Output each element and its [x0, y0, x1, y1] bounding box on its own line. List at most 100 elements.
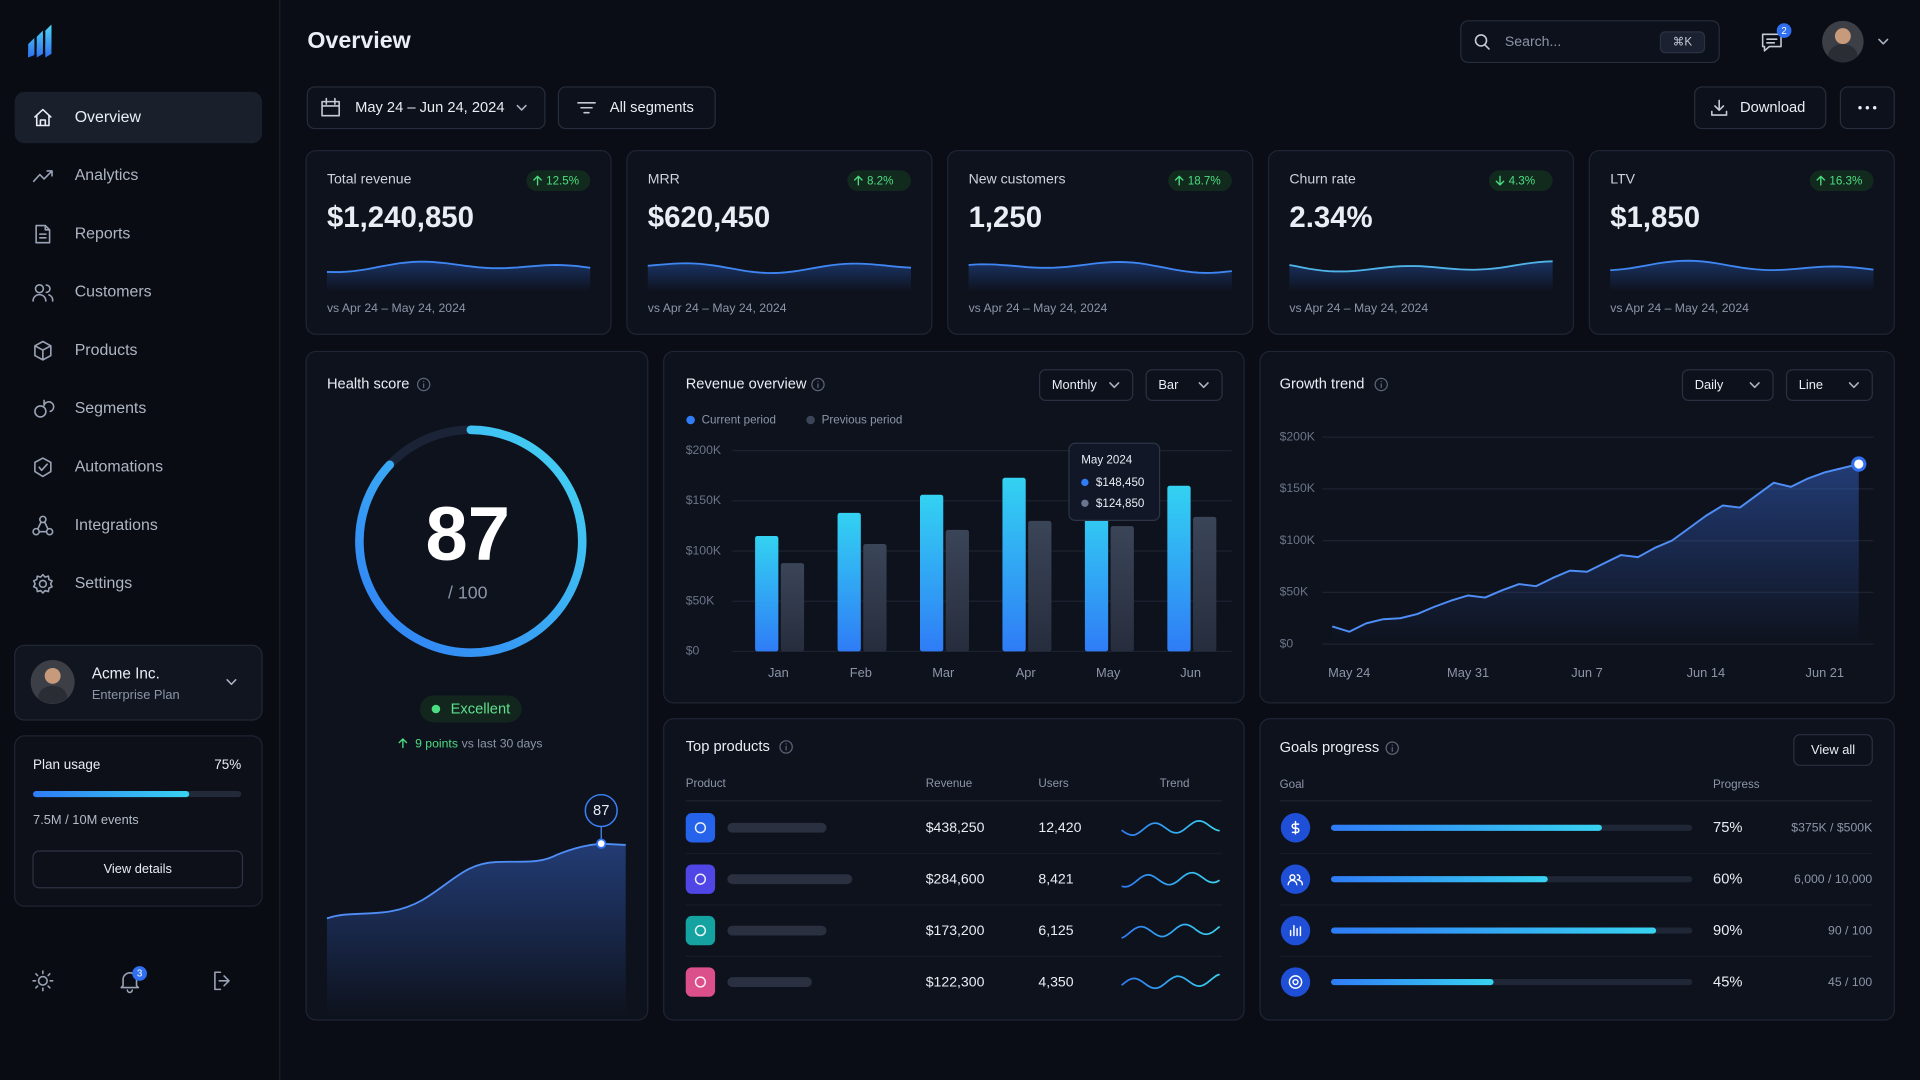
- shortcut-label: ⌘K: [1673, 35, 1693, 48]
- nav-icon: [34, 108, 52, 127]
- sidebar-action[interactable]: [115, 966, 144, 995]
- x-tick-label: Feb: [850, 665, 872, 680]
- health-trend-badge-label: 87: [593, 803, 609, 819]
- tooltip-value: $124,850: [1096, 497, 1145, 510]
- kpi-label: MRR: [648, 171, 680, 187]
- y-tick-label: $0: [1280, 636, 1294, 650]
- usage-card: [14, 735, 263, 907]
- account-plan: Enterprise Plan: [92, 687, 180, 702]
- notification-count: 3: [137, 969, 143, 980]
- health-ring: [355, 425, 587, 657]
- kpi-label: Churn rate: [1289, 171, 1356, 187]
- kpi-comparison: vs Apr 24 – May 24, 2024: [1289, 301, 1428, 315]
- product-icon-glyph: [694, 924, 707, 937]
- goal-progress: 60%: [1713, 872, 1742, 888]
- product-name-placeholder: [727, 874, 853, 885]
- kpi-sparkline: [1610, 259, 1874, 272]
- view-all-label: View all: [1811, 742, 1855, 757]
- dropdown[interactable]: [1038, 369, 1134, 402]
- product-name-placeholder: [727, 977, 812, 987]
- kpi-label: LTV: [1610, 171, 1635, 187]
- usage-percent: 75%: [214, 757, 241, 772]
- segments-button[interactable]: [557, 86, 716, 130]
- health-score: 87: [426, 492, 510, 577]
- health-change-note: vs last 30 days: [462, 737, 543, 751]
- kpi-change-arrow: [1174, 175, 1184, 186]
- nav-label: Customers: [75, 284, 152, 301]
- bar: [780, 563, 805, 652]
- sidebar-action[interactable]: [208, 966, 237, 995]
- view-details-button[interactable]: [32, 850, 244, 889]
- kpi-change-badge: [526, 170, 591, 192]
- calendar-icon: [321, 97, 340, 117]
- column-header: Revenue: [926, 777, 973, 790]
- date-range-label: May 24 – Jun 24, 2024: [355, 100, 504, 116]
- bar: [837, 512, 861, 652]
- page-title: Overview: [307, 27, 411, 53]
- column-header: Goal: [1280, 778, 1305, 791]
- logout-icon: [214, 971, 230, 991]
- y-tick-label: $200K: [1280, 429, 1316, 443]
- search-box[interactable]: [1460, 20, 1720, 64]
- nav-item[interactable]: [15, 325, 262, 376]
- health-change-arrow: [398, 738, 408, 749]
- nav-label: Settings: [75, 575, 133, 592]
- goal-progress: 45%: [1713, 975, 1742, 991]
- nav-label: Reports: [75, 225, 131, 242]
- y-tick-label: $150K: [1280, 481, 1316, 495]
- goal-bar: [1331, 927, 1657, 934]
- product-icon-glyph: [694, 976, 707, 988]
- goal-icon-glyph: [1288, 975, 1303, 989]
- product-users: 4,350: [1038, 973, 1073, 989]
- kpi-sparkline-area: [647, 263, 912, 292]
- health-trend-area: [326, 843, 626, 1017]
- dropdown-label: Daily: [1695, 377, 1724, 392]
- tooltip: [1068, 442, 1161, 522]
- info-icon: [1374, 377, 1388, 392]
- column-header: Trend: [1160, 777, 1190, 790]
- goal-icon: [1280, 967, 1311, 997]
- info-icon: [1385, 741, 1399, 755]
- product-revenue: $284,600: [926, 871, 985, 887]
- bar: [1084, 502, 1109, 652]
- nav-item[interactable]: [15, 558, 262, 609]
- messages-count: 2: [1781, 26, 1786, 37]
- dropdown-label: Line: [1799, 377, 1823, 392]
- nav-item[interactable]: [15, 208, 262, 259]
- chevron-icon: [1848, 382, 1859, 389]
- date-range-button[interactable]: [306, 86, 546, 130]
- nav-label: Products: [75, 342, 138, 359]
- account-name: Acme Inc.: [92, 666, 160, 683]
- info-icon: [811, 377, 825, 392]
- dropdown[interactable]: [1785, 369, 1873, 402]
- nav-icon: [32, 573, 53, 594]
- dropdown[interactable]: [1681, 369, 1774, 402]
- chevron-icon: [226, 679, 237, 686]
- dropdown-label: Monthly: [1052, 377, 1098, 392]
- nav-label: Analytics: [75, 167, 139, 184]
- account-card[interactable]: [14, 644, 263, 721]
- x-tick-label: May: [1096, 665, 1121, 680]
- bar: [863, 543, 887, 652]
- kpi-change-badge: [1488, 170, 1553, 192]
- notification-badge: [132, 966, 147, 981]
- dropdown-label: Bar: [1158, 377, 1179, 392]
- sidebar-action[interactable]: [28, 966, 57, 995]
- kpi-sparkline: [968, 260, 1232, 274]
- chevron-icon: [1198, 382, 1209, 389]
- goal-icon: [1280, 915, 1311, 946]
- download-button[interactable]: [1694, 86, 1827, 130]
- view-all-button[interactable]: [1793, 734, 1873, 766]
- column-header: Product: [686, 777, 727, 790]
- nav-icon: [34, 457, 52, 478]
- goal-bar: [1331, 824, 1602, 831]
- chart-title: Growth trend: [1280, 376, 1365, 392]
- line: [1331, 463, 1860, 633]
- bar: [1110, 526, 1134, 652]
- kpi-change-arrow: [854, 175, 863, 186]
- dropdown[interactable]: [1145, 369, 1223, 402]
- legend-label: Current period: [702, 414, 776, 427]
- health-status-dot: [431, 704, 441, 714]
- kpi-comparison: vs Apr 24 – May 24, 2024: [327, 301, 466, 315]
